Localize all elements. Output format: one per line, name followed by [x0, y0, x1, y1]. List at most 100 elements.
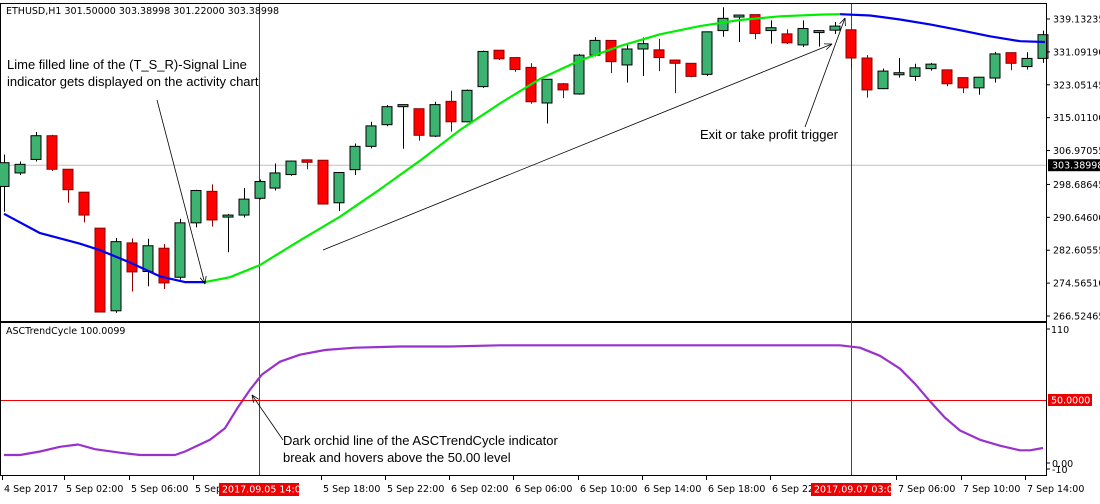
bull-candle-body: [638, 44, 648, 49]
time-axis[interactable]: 4 Sep 2017 5 Sep 02:00 5 Sep 06:00 5 Sep 5 S…: [3, 476, 1085, 496]
time-tick-label: 6 Sep 10:00: [580, 484, 637, 495]
bull-candle-body: [798, 29, 808, 45]
bull-candle-body: [542, 79, 552, 103]
bull-candle-body: [398, 105, 408, 107]
time-tick-label: 7 Sep 10:00: [963, 484, 1020, 495]
bear-candle-body: [95, 228, 105, 312]
bear-candle-body: [79, 192, 89, 215]
candle: [286, 161, 296, 176]
annotation-signal-line-1: Lime filled line of the (T_S_R)-Signal L…: [7, 57, 247, 72]
bear-candle-body: [862, 58, 872, 90]
bull-candle-body: [334, 173, 344, 203]
bull-candle-body: [382, 107, 392, 125]
bull-candle-body: [1022, 58, 1032, 66]
time-tick-label: 6 Sep 14:00: [644, 484, 701, 495]
candle: [318, 160, 328, 204]
bull-candle-body: [622, 49, 632, 65]
bull-candle-body: [255, 182, 265, 199]
candle: [510, 58, 520, 72]
annotation-osc-1: Dark orchid line of the ASCTrendCycle in…: [283, 433, 558, 448]
time-tick-label: 4 Sep 2017: [4, 484, 58, 495]
price-tick-label: 266.52465: [1053, 312, 1100, 323]
price-tick-label: 323.05145: [1053, 80, 1100, 91]
price-tick-label: 339.13235: [1053, 15, 1100, 26]
bear-candle-body: [670, 60, 680, 63]
bull-candle-body: [702, 32, 712, 75]
price-tick-label: 274.56510: [1053, 279, 1100, 290]
time-tick-label: 5 Sep: [195, 484, 222, 495]
candle: [494, 50, 504, 60]
candle: [462, 89, 472, 122]
bull-candle-body: [31, 136, 41, 160]
bull-candle-body: [974, 77, 984, 88]
candle: [47, 135, 57, 171]
bear-candle-body: [654, 50, 664, 58]
bull-candle-body: [766, 28, 776, 31]
time-tick-label: 6 Sep 02:00: [451, 484, 508, 495]
price-tick-label: 290.64600: [1053, 213, 1100, 224]
bull-candle-body: [350, 146, 360, 169]
bull-candle-body: [270, 173, 280, 188]
candle: [478, 51, 488, 88]
time-tick-label: 5 Sep 22:00: [387, 484, 444, 495]
crosshair-date-2: 2017.09.07 03:00: [814, 485, 899, 496]
bear-candle-body: [414, 109, 424, 136]
bull-candle-body: [910, 68, 920, 77]
bull-candle-body: [894, 73, 904, 75]
osc-tick-neg10: -10: [1052, 465, 1068, 476]
bull-candle-body: [175, 223, 185, 277]
annotation-osc-2: break and hovers above the 50.00 level: [283, 450, 511, 465]
osc-level-label: 50.0000: [1051, 396, 1090, 407]
time-tick-label: 6 Sep 18:00: [708, 484, 765, 495]
price-tick-label: 306.97055: [1053, 146, 1100, 157]
bull-candle-body: [143, 246, 153, 272]
bear-candle-body: [958, 78, 968, 88]
bull-candle-body: [878, 71, 888, 89]
time-tick-label: 7 Sep 06:00: [898, 484, 955, 495]
candle: [382, 105, 392, 126]
time-tick-label: 6 Sep 22:: [772, 484, 817, 495]
time-tick-label: 5 Sep 02:00: [66, 484, 123, 495]
bear-candle-body: [558, 84, 568, 90]
bear-candle-body: [1006, 53, 1016, 64]
time-tick-label: 5 Sep 18:00: [323, 484, 380, 495]
bear-candle-body: [207, 191, 217, 220]
bear-candle-body: [494, 50, 504, 59]
bear-candle-body: [686, 63, 696, 76]
candle: [686, 63, 696, 77]
bull-candle-body: [191, 191, 201, 223]
bull-candle-body: [286, 161, 296, 174]
price-tick-label: 331.09190: [1053, 47, 1100, 58]
candle: [942, 70, 952, 86]
bull-candle-body: [0, 163, 9, 187]
price-tick-label: 282.60555: [1053, 246, 1100, 257]
osc-tick-110: 110: [1051, 325, 1069, 336]
candle: [430, 102, 440, 137]
bull-candle-body: [15, 164, 25, 173]
bear-candle-body: [782, 34, 792, 43]
bull-candle-body: [111, 242, 121, 311]
price-tick-label: 315.01100: [1053, 113, 1100, 124]
indicator-header: ASCTrendCycle 100.0099: [6, 326, 125, 337]
bull-candle-body: [718, 18, 728, 30]
time-tick-label: 5 Sep 06:00: [131, 484, 188, 495]
bull-candle-body: [239, 199, 249, 215]
time-tick-label: 6 Sep 06:00: [515, 484, 572, 495]
bear-candle-body: [63, 169, 73, 189]
bull-candle-body: [478, 51, 488, 86]
bear-candle-body: [942, 70, 952, 84]
bear-candle-body: [510, 58, 520, 70]
bull-candle-body: [366, 126, 376, 146]
bear-candle-body: [302, 160, 312, 162]
current-price-label: 303.38998: [1052, 161, 1100, 172]
price-pane[interactable]: [1, 4, 1047, 322]
bull-candle-body: [990, 54, 1000, 78]
candle: [191, 190, 201, 228]
annotation-signal-line-2: indicator gets displayed on the activity…: [7, 74, 259, 89]
candle: [111, 238, 121, 313]
bear-candle-body: [846, 30, 856, 58]
bull-candle-body: [814, 31, 824, 33]
